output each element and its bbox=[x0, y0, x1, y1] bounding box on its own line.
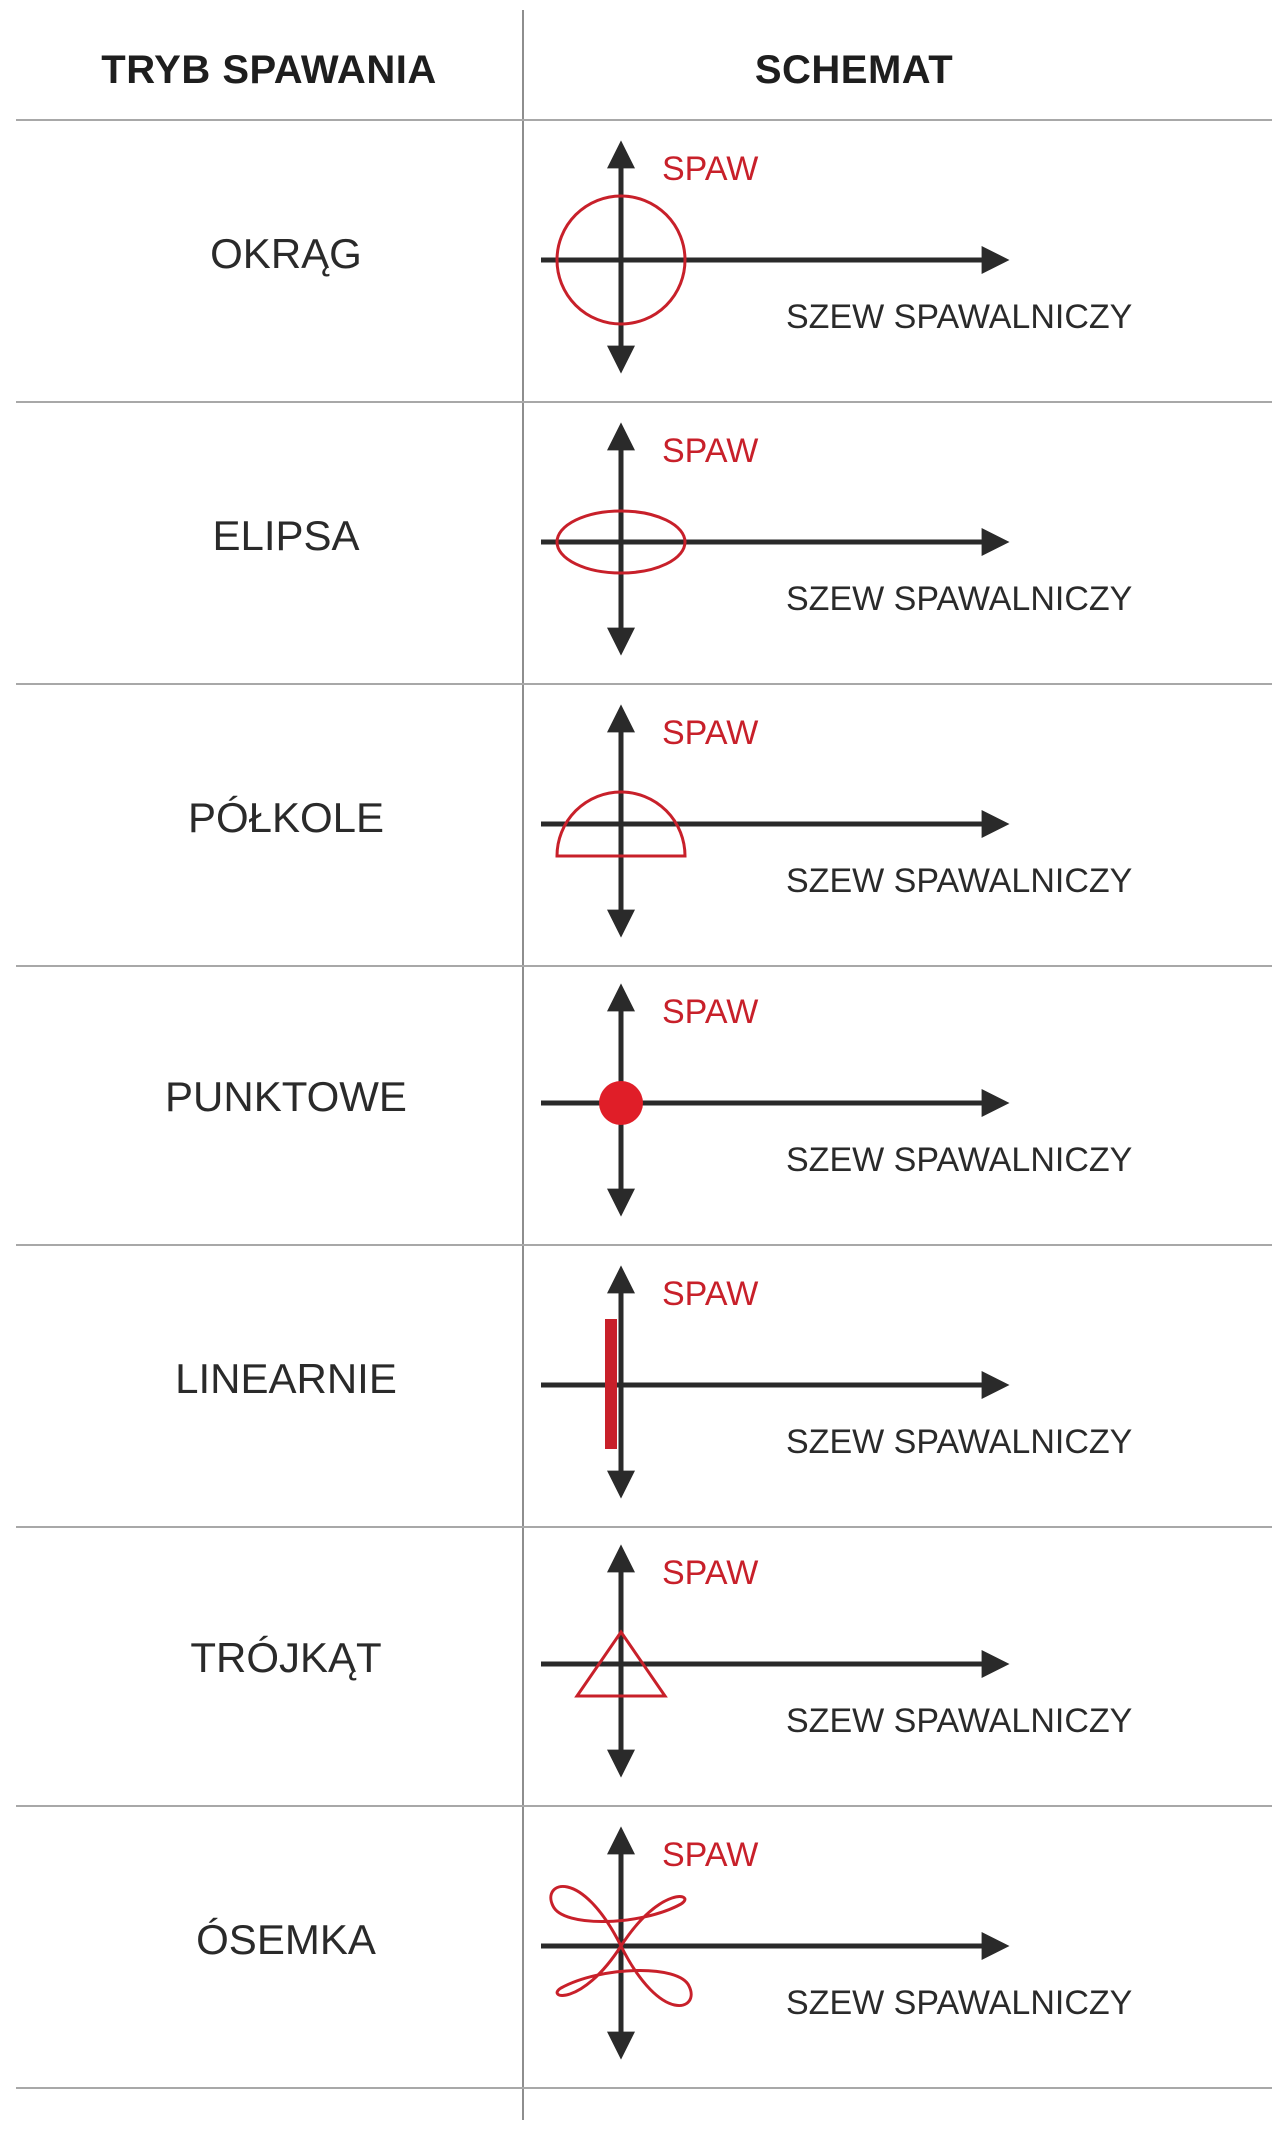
mode-row: PÓŁKOLE SPAW SZEW SPAWALNICZY bbox=[0, 684, 1284, 966]
schema-diagram: SPAW SZEW SPAWALNICZY bbox=[524, 963, 1284, 1250]
row-divider bbox=[16, 401, 1272, 403]
schema-diagram: SPAW SZEW SPAWALNICZY bbox=[524, 402, 1284, 689]
spaw-label: SPAW bbox=[662, 1275, 758, 1313]
row-divider bbox=[16, 1526, 1272, 1528]
mode-row: PUNKTOWE SPAW SZEW SPAWALNICZY bbox=[0, 963, 1284, 1245]
mode-row: TRÓJKĄT SPAW SZEW SPAWALNICZY bbox=[0, 1524, 1284, 1806]
schema-diagram: SPAW SZEW SPAWALNICZY bbox=[524, 1245, 1284, 1532]
column-header-mode: TRYB SPAWANIA bbox=[101, 48, 437, 92]
mode-label: ÓSEMKA bbox=[196, 1916, 376, 1963]
row-divider bbox=[16, 683, 1272, 685]
row-divider bbox=[16, 119, 1272, 121]
mode-label: TRÓJKĄT bbox=[190, 1634, 382, 1681]
weld-path-ellipse bbox=[555, 509, 687, 575]
seam-label: SZEW SPAWALNICZY bbox=[786, 1702, 1132, 1740]
seam-label: SZEW SPAWALNICZY bbox=[786, 580, 1132, 618]
seam-label: SZEW SPAWALNICZY bbox=[786, 1141, 1132, 1179]
mode-row: LINEARNIE SPAW SZEW SPAWALNICZY bbox=[0, 1245, 1284, 1527]
mode-row: OKRĄG SPAW SZEW SPAWALNICZY bbox=[0, 120, 1284, 402]
spaw-label: SPAW bbox=[662, 1554, 758, 1592]
weld-path-semicircle bbox=[555, 790, 687, 858]
seam-label: SZEW SPAWALNICZY bbox=[786, 1423, 1132, 1461]
column-header-schema: SCHEMAT bbox=[754, 48, 954, 92]
mode-label: ELIPSA bbox=[212, 512, 360, 559]
row-divider bbox=[16, 965, 1272, 967]
seam-label: SZEW SPAWALNICZY bbox=[786, 298, 1132, 336]
weld-path-figure-eight bbox=[549, 1885, 693, 2007]
schema-diagram: SPAW SZEW SPAWALNICZY bbox=[524, 684, 1284, 971]
mode-label: OKRĄG bbox=[210, 230, 362, 277]
weld-path-line bbox=[605, 1319, 617, 1449]
spaw-label: SPAW bbox=[662, 993, 758, 1031]
weld-path-triangle bbox=[574, 1629, 668, 1698]
mode-label: PUNKTOWE bbox=[165, 1073, 407, 1120]
schema-diagram: SPAW SZEW SPAWALNICZY bbox=[524, 1524, 1284, 1811]
row-divider bbox=[16, 1244, 1272, 1246]
spaw-label: SPAW bbox=[662, 150, 758, 188]
mode-label: PÓŁKOLE bbox=[187, 794, 385, 841]
row-divider bbox=[16, 1805, 1272, 1807]
mode-row: ÓSEMKA SPAW SZEW SPAWALNICZY bbox=[0, 1806, 1284, 2088]
column-divider bbox=[522, 10, 524, 2120]
weld-path-circle bbox=[555, 194, 687, 326]
spaw-label: SPAW bbox=[662, 714, 758, 752]
row-divider bbox=[16, 2087, 1272, 2089]
mode-label: LINEARNIE bbox=[175, 1355, 397, 1402]
schema-diagram: SPAW SZEW SPAWALNICZY bbox=[524, 120, 1284, 407]
spaw-label: SPAW bbox=[662, 432, 758, 470]
weld-path-dot bbox=[599, 1081, 643, 1125]
seam-label: SZEW SPAWALNICZY bbox=[786, 862, 1132, 900]
spaw-label: SPAW bbox=[662, 1836, 758, 1874]
schema-diagram: SPAW SZEW SPAWALNICZY bbox=[524, 1806, 1284, 2093]
seam-label: SZEW SPAWALNICZY bbox=[786, 1984, 1132, 2022]
mode-row: ELIPSA SPAW SZEW SPAWALNICZY bbox=[0, 402, 1284, 684]
